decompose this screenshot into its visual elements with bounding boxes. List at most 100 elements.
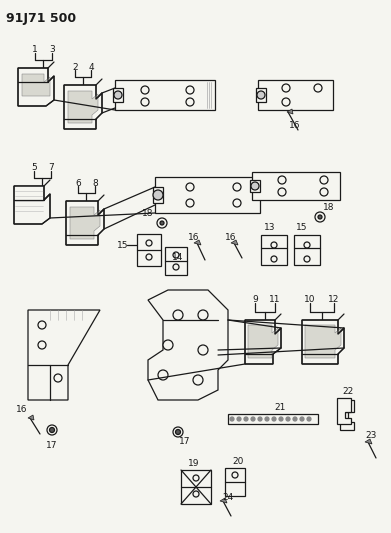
Circle shape — [146, 240, 152, 246]
Circle shape — [163, 340, 173, 350]
Bar — [252, 172, 340, 200]
Text: 1: 1 — [32, 45, 38, 54]
Circle shape — [257, 91, 265, 99]
Text: 18: 18 — [142, 208, 154, 217]
Polygon shape — [18, 68, 54, 106]
Circle shape — [233, 183, 241, 191]
Bar — [258, 80, 333, 110]
Bar — [338, 400, 354, 412]
Polygon shape — [14, 186, 50, 224]
Text: 5: 5 — [31, 164, 37, 173]
Bar — [340, 412, 348, 422]
Polygon shape — [245, 320, 281, 364]
Polygon shape — [248, 325, 278, 358]
Text: 7: 7 — [48, 164, 54, 173]
Circle shape — [304, 256, 310, 262]
Bar — [115, 80, 215, 110]
Text: 20: 20 — [232, 457, 244, 466]
Text: 17: 17 — [46, 440, 58, 449]
Circle shape — [186, 98, 194, 106]
Text: 16: 16 — [225, 233, 237, 243]
Circle shape — [193, 475, 199, 481]
Circle shape — [146, 254, 152, 260]
Polygon shape — [70, 207, 100, 239]
Polygon shape — [365, 439, 372, 444]
Text: 18: 18 — [323, 204, 335, 213]
Circle shape — [278, 188, 286, 196]
Polygon shape — [305, 325, 341, 358]
Text: 23: 23 — [365, 431, 377, 440]
Circle shape — [193, 375, 203, 385]
Polygon shape — [220, 498, 227, 503]
Polygon shape — [194, 240, 201, 245]
Circle shape — [293, 417, 297, 421]
Circle shape — [265, 417, 269, 421]
Circle shape — [244, 417, 248, 421]
Bar — [340, 422, 354, 430]
Text: 4: 4 — [88, 62, 94, 71]
Circle shape — [173, 264, 179, 270]
Circle shape — [173, 252, 179, 258]
Circle shape — [237, 417, 241, 421]
Circle shape — [258, 417, 262, 421]
Circle shape — [173, 427, 183, 437]
Circle shape — [282, 84, 290, 92]
Circle shape — [198, 310, 208, 320]
Polygon shape — [287, 109, 293, 114]
Text: 14: 14 — [172, 254, 184, 262]
Circle shape — [286, 417, 290, 421]
Circle shape — [158, 370, 168, 380]
Circle shape — [186, 199, 194, 207]
Circle shape — [141, 98, 149, 106]
Circle shape — [271, 256, 277, 262]
Text: 11: 11 — [269, 295, 281, 304]
Circle shape — [304, 242, 310, 248]
Text: 21: 21 — [274, 402, 286, 411]
Text: 3: 3 — [49, 45, 55, 54]
Circle shape — [186, 183, 194, 191]
Text: 15: 15 — [296, 223, 308, 232]
Text: 9: 9 — [252, 295, 258, 304]
Circle shape — [230, 417, 234, 421]
Circle shape — [153, 190, 163, 200]
Text: 22: 22 — [343, 387, 353, 397]
Text: 17: 17 — [179, 438, 191, 447]
Circle shape — [300, 417, 304, 421]
Bar — [256, 88, 266, 102]
Circle shape — [54, 374, 62, 382]
Bar — [137, 234, 161, 266]
Bar — [153, 187, 163, 203]
Circle shape — [160, 221, 164, 225]
Circle shape — [141, 86, 149, 94]
Circle shape — [50, 427, 54, 432]
Circle shape — [320, 176, 328, 184]
Text: 91J71 500: 91J71 500 — [6, 12, 76, 25]
Bar — [181, 470, 211, 504]
Text: 12: 12 — [328, 295, 340, 304]
Polygon shape — [231, 240, 238, 245]
Circle shape — [193, 491, 199, 497]
Text: 13: 13 — [264, 223, 276, 232]
Polygon shape — [22, 74, 50, 96]
Circle shape — [233, 199, 241, 207]
Circle shape — [198, 345, 208, 355]
Text: 24: 24 — [222, 492, 234, 502]
Bar — [294, 235, 320, 265]
Circle shape — [157, 218, 167, 228]
Circle shape — [271, 242, 277, 248]
Circle shape — [320, 188, 328, 196]
Polygon shape — [66, 201, 104, 245]
Circle shape — [318, 215, 322, 219]
Bar — [250, 180, 260, 192]
Bar — [228, 414, 318, 424]
Circle shape — [251, 182, 259, 190]
Circle shape — [232, 472, 238, 478]
Polygon shape — [337, 398, 351, 424]
Bar — [165, 247, 187, 275]
Text: 16: 16 — [16, 406, 28, 415]
Circle shape — [38, 341, 46, 349]
Bar — [225, 468, 245, 496]
Circle shape — [186, 86, 194, 94]
Circle shape — [38, 321, 46, 329]
Polygon shape — [148, 290, 228, 400]
